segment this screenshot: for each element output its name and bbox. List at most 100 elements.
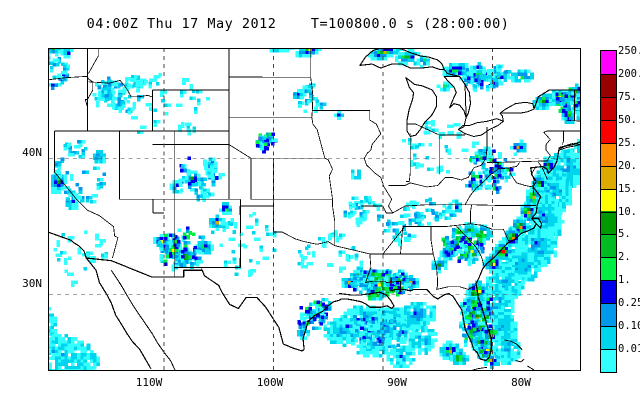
- precip-cell: [527, 255, 532, 260]
- precip-cell: [565, 179, 569, 184]
- precip-cell: [551, 226, 555, 230]
- precip-cell: [544, 203, 549, 208]
- precip-cell: [81, 195, 85, 200]
- precip-cell: [495, 276, 499, 280]
- precip-cell: [51, 353, 56, 357]
- precip-cell: [193, 176, 198, 181]
- precip-cell: [449, 69, 453, 74]
- precip-cell: [96, 177, 101, 182]
- precip-cell: [475, 69, 480, 74]
- precip-cell: [202, 248, 206, 252]
- precip-cell: [524, 255, 529, 260]
- precip-cell: [445, 69, 450, 74]
- precip-cell: [218, 172, 222, 177]
- precip-cell: [49, 83, 52, 87]
- precip-cell: [557, 216, 562, 221]
- precip-cell: [83, 368, 88, 370]
- precip-cell: [501, 279, 506, 284]
- precip-cell: [96, 359, 100, 364]
- precip-cell: [268, 132, 272, 136]
- precip-cell: [174, 264, 179, 269]
- precip-cell: [64, 349, 69, 354]
- precip-cell: [186, 168, 191, 173]
- precip-cell: [52, 58, 57, 63]
- precip-cell: [77, 144, 81, 149]
- precip-cell: [537, 231, 542, 236]
- precip-cell: [142, 81, 147, 86]
- precip-cell: [159, 244, 164, 248]
- precip-cell: [491, 303, 496, 307]
- precip-cell: [546, 173, 550, 178]
- precip-cell: [206, 188, 210, 192]
- precip-cell: [482, 67, 486, 72]
- precip-cell: [66, 143, 71, 148]
- precip-cell: [257, 144, 262, 149]
- precip-cell: [80, 346, 84, 351]
- precip-cell: [117, 101, 122, 105]
- precip-cell: [561, 113, 565, 118]
- precip-cell: [504, 270, 509, 274]
- precip-cell: [308, 49, 313, 52]
- precip-cell: [186, 241, 191, 245]
- precip-cell: [200, 191, 204, 196]
- precip-cell: [66, 51, 71, 56]
- precip-cell: [63, 190, 68, 195]
- precip-cell: [539, 189, 544, 193]
- precip-cell: [389, 49, 394, 52]
- precip-cell: [501, 263, 506, 268]
- precip-cell: [504, 296, 509, 301]
- precip-cell: [311, 50, 316, 55]
- precip-cell: [557, 152, 561, 157]
- precip-cell: [565, 186, 569, 190]
- precip-cell: [63, 177, 68, 182]
- precip-cell: [546, 179, 550, 184]
- precip-cell: [199, 194, 204, 199]
- precip-cell: [570, 88, 575, 93]
- precip-cell: [112, 96, 116, 100]
- precip-cell: [175, 248, 179, 253]
- precip-cell: [77, 365, 81, 370]
- precip-cell: [577, 100, 580, 105]
- precip-cell: [574, 145, 578, 150]
- precip-cell: [67, 349, 72, 354]
- precip-cell: [573, 175, 577, 179]
- precip-cell: [209, 221, 213, 225]
- precip-cell: [417, 52, 421, 56]
- precip-cell: [68, 146, 72, 150]
- precip-cell: [544, 223, 549, 227]
- precip-cell: [541, 216, 546, 221]
- precip-cell: [168, 239, 173, 243]
- precip-cell: [458, 69, 463, 74]
- precip-cell: [67, 356, 72, 360]
- precip-cell: [94, 156, 98, 161]
- precip-cell: [524, 277, 529, 282]
- precip-cell: [127, 110, 132, 115]
- map-plot-area: [48, 48, 581, 371]
- precip-cell: [111, 91, 116, 95]
- precip-cell: [60, 70, 65, 75]
- precip-cell: [566, 162, 571, 166]
- precip-cell: [110, 93, 115, 98]
- precip-cell: [484, 72, 489, 77]
- precip-cell: [560, 165, 564, 170]
- precip-cell: [531, 231, 535, 236]
- precip-cell: [190, 170, 195, 174]
- precip-cell: [542, 103, 546, 107]
- precip-cell: [545, 96, 549, 101]
- precip-cell: [86, 365, 91, 370]
- precip-cell: [563, 149, 568, 154]
- precip-cell: [548, 216, 552, 221]
- precip-cell: [442, 72, 447, 77]
- precip-cell: [491, 81, 496, 86]
- precip-cell: [490, 69, 494, 73]
- precip-cell: [67, 359, 72, 364]
- precip-cell: [567, 95, 572, 99]
- precip-cell: [181, 250, 185, 254]
- precip-cell: [538, 99, 543, 104]
- precip-cell: [562, 173, 566, 178]
- precip-cell: [370, 57, 375, 61]
- precip-cell: [419, 55, 424, 59]
- precip-cell: [544, 213, 549, 218]
- precip-cell: [554, 213, 559, 218]
- precip-cell: [543, 250, 548, 255]
